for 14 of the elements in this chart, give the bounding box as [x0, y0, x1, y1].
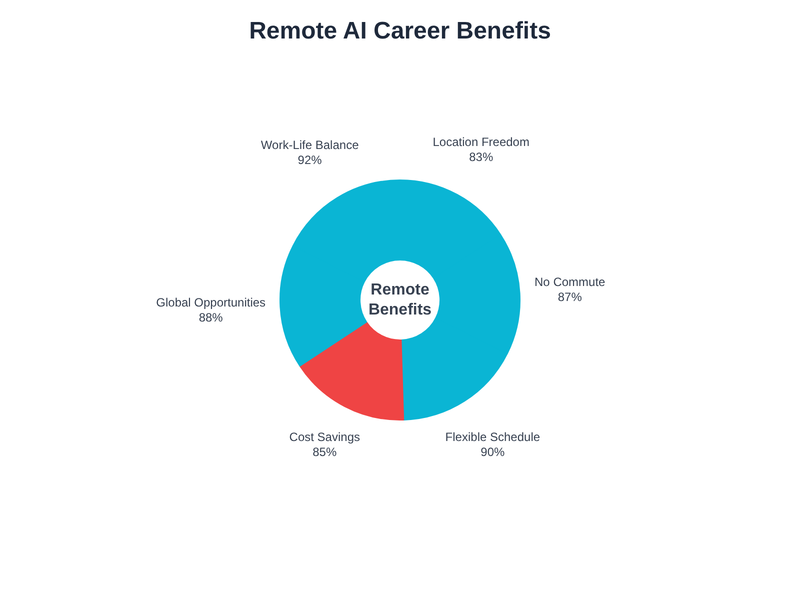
- data-label: 85%: [312, 445, 337, 460]
- text: Remote Benefits: [368, 281, 432, 318]
- data-label: 83%: [469, 150, 494, 164]
- slice-label: Flexible Schedule: [445, 430, 540, 444]
- slice-label: Work-Life Balance: [260, 138, 360, 152]
- chart-title: Remote AI Career Benefits: [249, 18, 551, 45]
- slice-label: Global Opportunities: [156, 296, 266, 310]
- slice-label: Location Freedom: [432, 135, 530, 150]
- data-label: 87%: [558, 290, 582, 304]
- data-label: 90%: [480, 444, 506, 459]
- slice-label: Cost Savings: [289, 430, 360, 444]
- slice-label: No Commute: [534, 275, 606, 290]
- data-label: 88%: [198, 310, 224, 325]
- data-label: 92%: [298, 152, 322, 167]
